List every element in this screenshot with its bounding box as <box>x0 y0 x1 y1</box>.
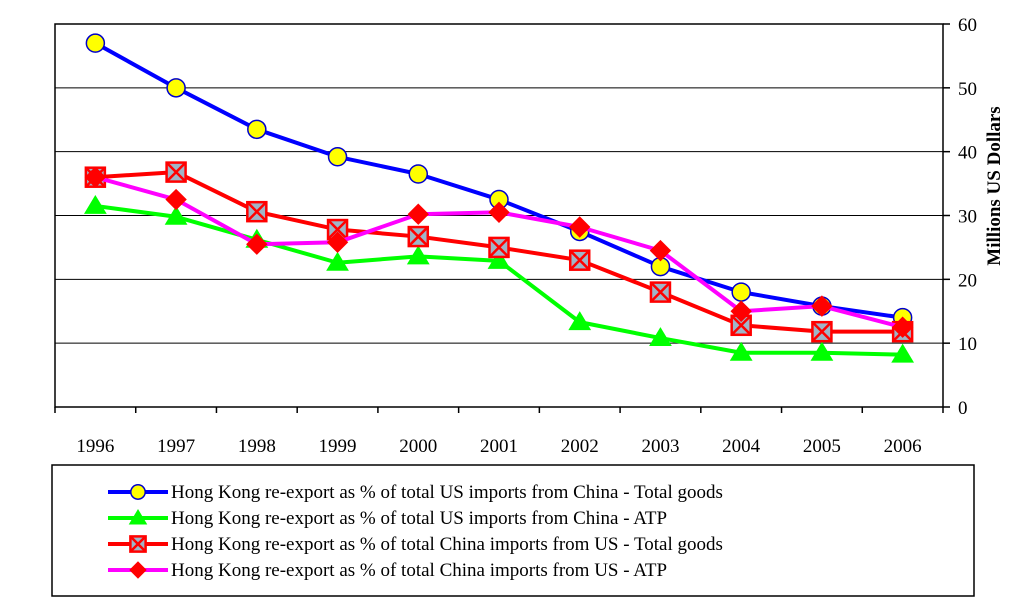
data-point-triangle <box>128 509 148 525</box>
data-point-circle <box>166 78 186 98</box>
legend-label: Hong Kong re-export as % of total US imp… <box>171 482 723 503</box>
data-point-x <box>129 535 147 553</box>
legend-item: Hong Kong re-export as % of total US imp… <box>108 482 723 503</box>
legend-label: Hong Kong re-export as % of total US imp… <box>171 508 667 529</box>
data-point-diamond <box>246 233 268 255</box>
data-point-x <box>165 161 187 183</box>
series-layer <box>83 33 915 363</box>
data-point-diamond <box>811 295 833 317</box>
data-point-triangle <box>891 343 915 363</box>
data-point-diamond <box>326 231 349 254</box>
x-tick-label: 2000 <box>399 436 437 457</box>
y-tick-label: 60 <box>958 15 977 36</box>
legend: Hong Kong re-export as % of total US imp… <box>108 482 723 581</box>
data-point-triangle <box>649 327 672 347</box>
series-2 <box>83 194 915 363</box>
y-axis: 0 10 20 30 40 50 60 <box>943 15 977 419</box>
data-point-circle <box>327 147 348 167</box>
legend-label: Hong Kong re-export as % of total China … <box>171 560 667 581</box>
data-point-circle <box>130 484 146 500</box>
y-tick-label: 0 <box>958 398 968 419</box>
data-point-diamond <box>84 166 107 188</box>
data-point-diamond <box>165 188 187 211</box>
x-tick-label: 1998 <box>238 436 276 457</box>
x-tick-label: 2004 <box>722 436 761 457</box>
data-point-diamond <box>407 203 429 225</box>
y-tick-label: 10 <box>958 334 977 355</box>
data-point-triangle <box>568 311 592 331</box>
legend-item: Hong Kong re-export as % of total China … <box>108 560 667 581</box>
data-point-diamond <box>730 300 752 322</box>
legend-item: Hong Kong re-export as % of total US imp… <box>108 508 667 529</box>
y-tick-label: 30 <box>958 207 977 228</box>
data-point-circle <box>85 33 106 53</box>
data-point-triangle <box>406 245 430 265</box>
y-tick-label: 50 <box>958 79 977 100</box>
data-point-x <box>650 281 671 303</box>
x-tick-label: 2003 <box>641 436 679 457</box>
data-point-triangle <box>83 194 107 214</box>
x-tick-label: 2002 <box>561 436 599 457</box>
data-point-x <box>811 321 833 343</box>
data-point-triangle <box>729 341 753 361</box>
series-4 <box>84 166 914 338</box>
data-point-diamond <box>488 201 510 224</box>
legend-label: Hong Kong re-export as % of total China … <box>171 534 723 555</box>
data-point-triangle <box>326 251 349 271</box>
data-point-triangle <box>164 205 188 225</box>
data-point-diamond <box>569 216 591 238</box>
data-point-x <box>730 314 752 336</box>
data-point-diamond <box>891 316 914 338</box>
legend-item: Hong Kong re-export as % of total China … <box>108 534 723 555</box>
data-point-circle <box>247 119 267 140</box>
data-point-triangle <box>810 341 834 361</box>
x-tick-label: 1996 <box>76 436 114 457</box>
data-point-diamond <box>649 239 672 262</box>
y-axis-title: Millions US Dollars <box>984 106 1005 265</box>
x-tick-label: 2001 <box>480 436 518 457</box>
y-tick-label: 20 <box>958 270 977 291</box>
data-point-circle <box>731 282 751 302</box>
x-axis: 1996 1997 1998 1999 2000 2001 2002 2003 2004 2005… <box>54 407 944 457</box>
data-point-diamond <box>129 561 147 579</box>
x-tick-label: 2006 <box>884 436 922 457</box>
data-point-x <box>407 226 429 247</box>
data-point-x <box>488 237 510 258</box>
data-point-x <box>327 219 348 240</box>
data-point-x <box>569 249 591 271</box>
data-point-triangle <box>487 249 511 269</box>
x-tick-label: 2005 <box>803 436 841 457</box>
legend-box <box>51 464 975 597</box>
x-tick-label: 1997 <box>157 436 195 457</box>
x-tick-label: 1999 <box>319 436 357 457</box>
y-tick-label: 40 <box>958 143 977 164</box>
data-point-circle <box>408 164 429 184</box>
data-point-x <box>246 201 268 223</box>
